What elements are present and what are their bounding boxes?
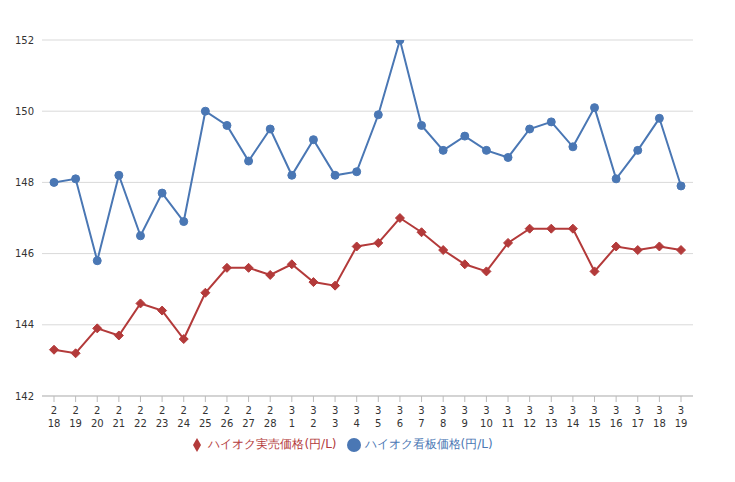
svg-text:152: 152 <box>15 35 34 46</box>
svg-text:36: 36 <box>397 405 403 429</box>
svg-text:314: 314 <box>567 405 580 429</box>
svg-text:31: 31 <box>289 405 295 429</box>
svg-text:38: 38 <box>440 405 446 429</box>
svg-text:224: 224 <box>177 405 190 429</box>
svg-text:313: 313 <box>545 405 558 429</box>
svg-text:220: 220 <box>91 405 104 429</box>
svg-text:218: 218 <box>48 405 61 429</box>
svg-text:315: 315 <box>588 405 601 429</box>
svg-text:312: 312 <box>523 405 536 429</box>
svg-text:37: 37 <box>418 405 424 429</box>
svg-text:35: 35 <box>375 405 381 429</box>
svg-text:228: 228 <box>264 405 277 429</box>
svg-text:34: 34 <box>354 405 360 429</box>
svg-text:219: 219 <box>69 405 82 429</box>
svg-text:227: 227 <box>242 405 255 429</box>
svg-text:225: 225 <box>199 405 212 429</box>
svg-text:311: 311 <box>502 405 515 429</box>
html-text:ハイオク看板価格(円/L): ハイオク看板価格(円/L) <box>364 437 493 451</box>
svg-text:150: 150 <box>15 106 34 117</box>
svg-text:319: 319 <box>675 405 688 429</box>
svg-text:316: 316 <box>610 405 623 429</box>
svg-text:148: 148 <box>15 177 34 188</box>
svg-text:39: 39 <box>462 405 468 429</box>
svg-text:142: 142 <box>15 391 34 402</box>
svg-text:226: 226 <box>221 405 234 429</box>
svg-text:221: 221 <box>112 405 125 429</box>
svg-text:310: 310 <box>480 405 493 429</box>
svg-text:222: 222 <box>134 405 147 429</box>
svg-text:317: 317 <box>631 405 644 429</box>
svg-text:223: 223 <box>156 405 169 429</box>
html-text:ハイオク実売価格(円/L): ハイオク実売価格(円/L) <box>208 437 337 451</box>
svg-text:146: 146 <box>15 248 34 259</box>
svg-text:33: 33 <box>332 405 338 429</box>
svg-text:32: 32 <box>310 405 316 429</box>
svg-text:144: 144 <box>15 319 34 330</box>
svg-text:318: 318 <box>653 405 666 429</box>
